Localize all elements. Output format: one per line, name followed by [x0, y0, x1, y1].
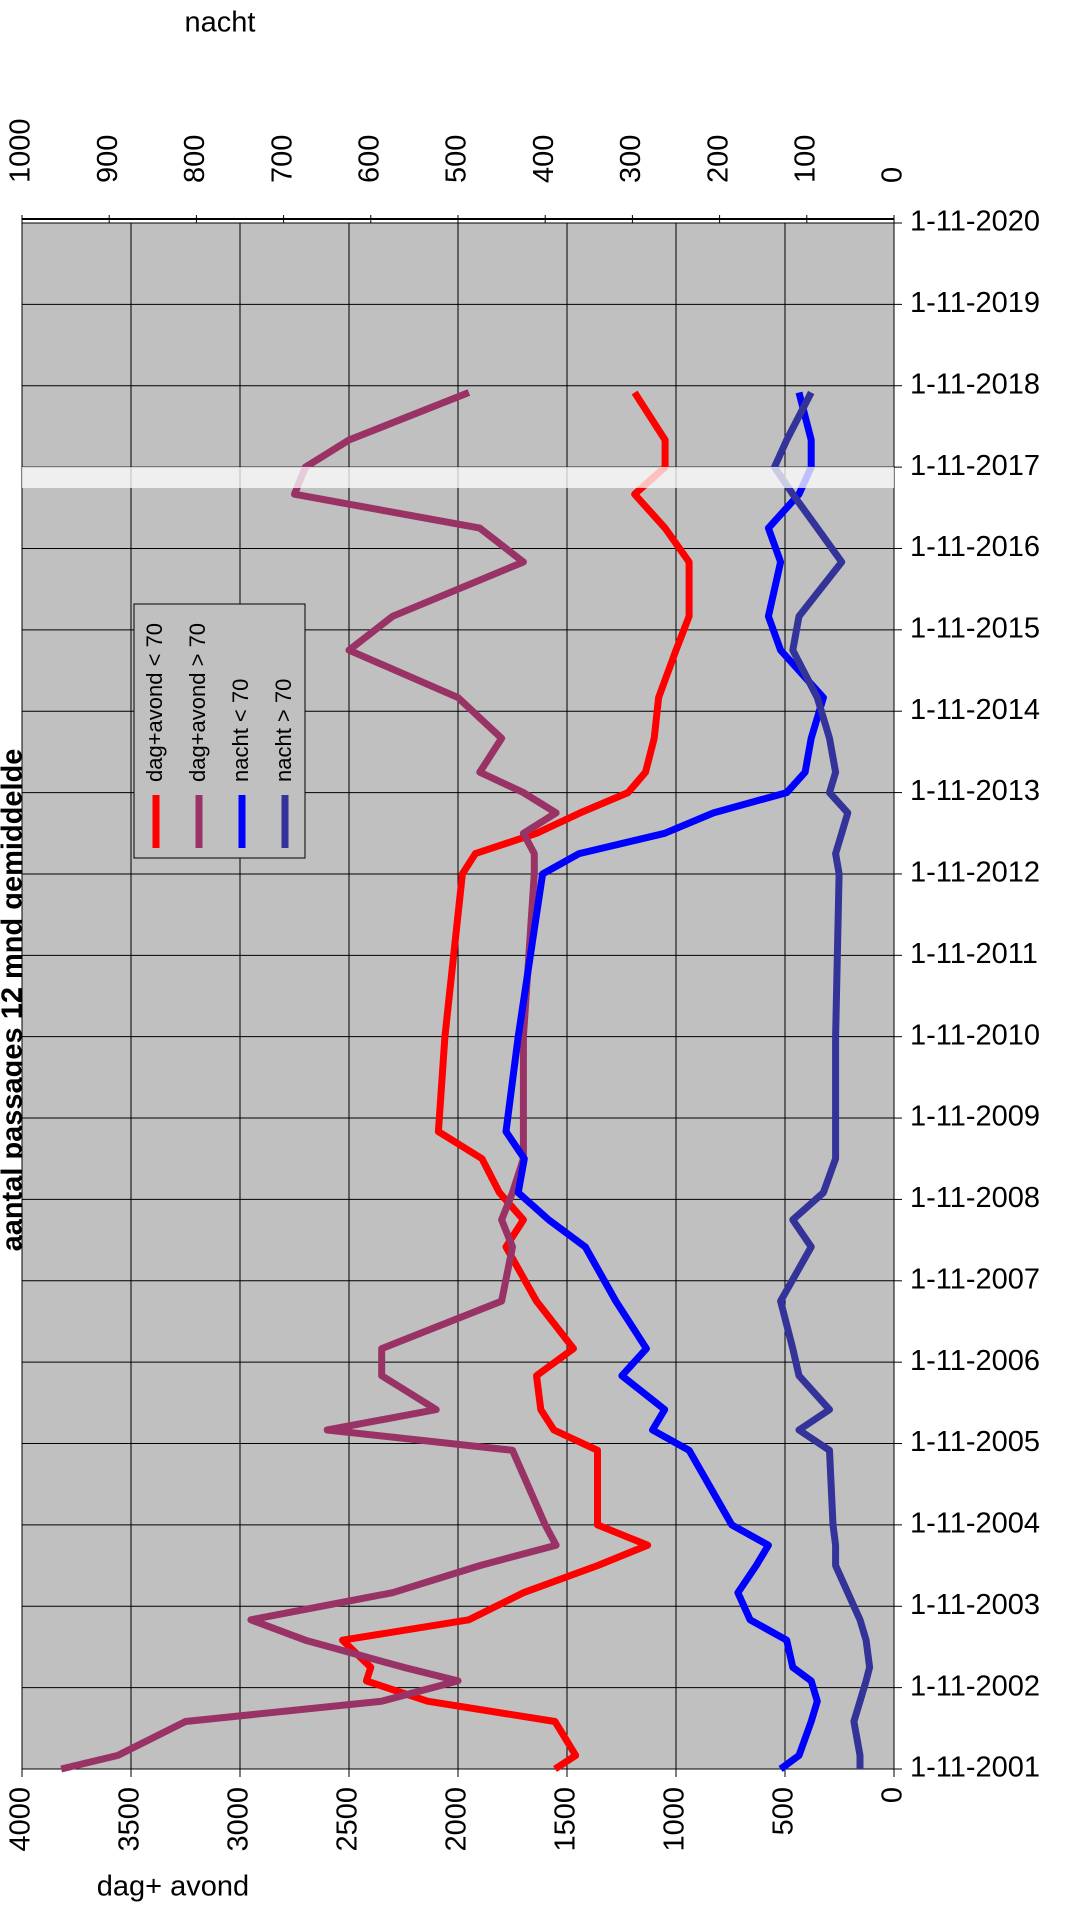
legend-label: nacht > 70	[271, 679, 296, 782]
x-tick-label: 1-11-2005	[910, 1426, 1040, 1458]
y-tick-label: 1500	[550, 1787, 582, 1852]
legend-label: dag+avond < 70	[142, 623, 167, 782]
y2-tick-label: 200	[702, 135, 734, 183]
y2-tick-label: 700	[266, 135, 298, 183]
x-tick-label: 1-11-2009	[910, 1101, 1040, 1133]
x-tick-label: 1-11-2020	[910, 206, 1040, 238]
x-tick-label: 1-11-2004	[910, 1508, 1040, 1540]
x-tick-label: 1-11-2003	[910, 1589, 1040, 1621]
y-tick-label: 2000	[441, 1787, 473, 1852]
series-line	[502, 391, 827, 1772]
series-line	[771, 390, 874, 1769]
x-tick-label: 1-11-2017	[910, 450, 1040, 482]
y-tick-label: 1000	[659, 1787, 691, 1852]
y2-tick-label: 1000	[5, 118, 37, 183]
x-tick-label: 1-11-2006	[910, 1345, 1040, 1377]
y2-tick-label: 0	[877, 167, 909, 183]
haze-band	[22, 467, 894, 488]
y2-tick-label: 100	[789, 135, 821, 183]
y-tick-label: 4000	[5, 1787, 37, 1852]
x-tick-label: 1-11-2015	[910, 612, 1040, 644]
legend-label: dag+avond > 70	[185, 623, 210, 782]
y2-tick-label: 600	[353, 135, 385, 183]
legend-label: nacht < 70	[228, 679, 253, 782]
y2-tick-label: 500	[441, 135, 473, 183]
y-tick-label: 500	[768, 1787, 800, 1835]
x-tick-label: 1-11-2011	[910, 938, 1038, 970]
x-tick-label: 1-11-2008	[910, 1182, 1040, 1214]
y-tick-label: 3000	[223, 1787, 255, 1852]
y-tick-label: 3500	[114, 1787, 146, 1852]
x-tick-label: 1-11-2007	[910, 1263, 1040, 1295]
y2-tick-label: 400	[528, 135, 560, 183]
x-tick-label: 1-11-2014	[910, 694, 1040, 726]
x-tick-label: 1-11-2018	[910, 368, 1040, 400]
legend-box	[133, 603, 306, 859]
y2-tick-label: 300	[615, 135, 647, 183]
x-tick-label: 1-11-2019	[910, 287, 1040, 319]
x-tick-label: 1-11-2016	[910, 531, 1040, 563]
y-axis-label: dag+ avond	[97, 1871, 249, 1903]
series-line	[339, 390, 693, 1772]
x-tick-label: 1-11-2013	[910, 775, 1040, 807]
x-tick-label: 1-11-2002	[910, 1670, 1040, 1702]
y-tick-label: 0	[877, 1787, 909, 1803]
x-tick-label: 1-11-2012	[910, 857, 1040, 889]
y2-axis-label: nacht	[185, 7, 256, 39]
y-tick-label: 2500	[332, 1787, 364, 1852]
y2-tick-label: 900	[92, 135, 124, 183]
y2-tick-label: 800	[179, 135, 211, 183]
x-tick-label: 1-11-2010	[910, 1019, 1040, 1051]
x-tick-label: 1-11-2001	[910, 1752, 1040, 1784]
series-line	[60, 389, 560, 1773]
